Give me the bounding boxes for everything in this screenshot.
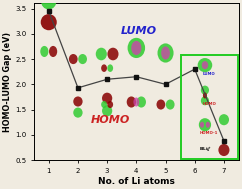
Ellipse shape	[127, 96, 136, 108]
Ellipse shape	[73, 96, 83, 107]
Ellipse shape	[96, 48, 107, 60]
Ellipse shape	[128, 38, 145, 58]
Ellipse shape	[133, 98, 139, 107]
Ellipse shape	[73, 108, 83, 118]
Ellipse shape	[107, 101, 113, 108]
Ellipse shape	[219, 114, 229, 125]
Ellipse shape	[206, 122, 210, 128]
Ellipse shape	[40, 46, 48, 57]
Ellipse shape	[49, 46, 57, 57]
Ellipse shape	[102, 93, 112, 104]
Ellipse shape	[203, 92, 207, 98]
Ellipse shape	[102, 105, 112, 116]
Ellipse shape	[201, 96, 209, 105]
Ellipse shape	[218, 144, 229, 156]
Text: $\mathbf{BLi_6^+}$: $\mathbf{BLi_6^+}$	[199, 146, 211, 155]
Ellipse shape	[41, 0, 57, 9]
Ellipse shape	[199, 118, 211, 131]
Ellipse shape	[157, 99, 165, 110]
Text: HOMO-1: HOMO-1	[199, 131, 218, 135]
Ellipse shape	[161, 46, 170, 60]
Ellipse shape	[131, 41, 141, 55]
Ellipse shape	[101, 101, 107, 108]
Ellipse shape	[101, 64, 107, 72]
Text: LUMO: LUMO	[121, 26, 157, 36]
Ellipse shape	[200, 122, 204, 128]
Ellipse shape	[41, 14, 57, 30]
Ellipse shape	[202, 61, 208, 69]
Ellipse shape	[158, 43, 174, 63]
Ellipse shape	[78, 54, 87, 64]
Ellipse shape	[107, 48, 119, 60]
Ellipse shape	[137, 96, 146, 108]
Ellipse shape	[198, 58, 212, 72]
Ellipse shape	[107, 64, 113, 72]
Text: HOMO: HOMO	[90, 115, 130, 125]
Ellipse shape	[201, 86, 209, 95]
X-axis label: No. of Li atoms: No. of Li atoms	[98, 177, 175, 186]
Text: HOMO: HOMO	[202, 101, 216, 105]
Ellipse shape	[166, 99, 174, 110]
Ellipse shape	[69, 54, 78, 64]
Text: LUMO: LUMO	[203, 72, 216, 76]
Y-axis label: HOMO-LUMO Gap (eV): HOMO-LUMO Gap (eV)	[3, 32, 13, 132]
